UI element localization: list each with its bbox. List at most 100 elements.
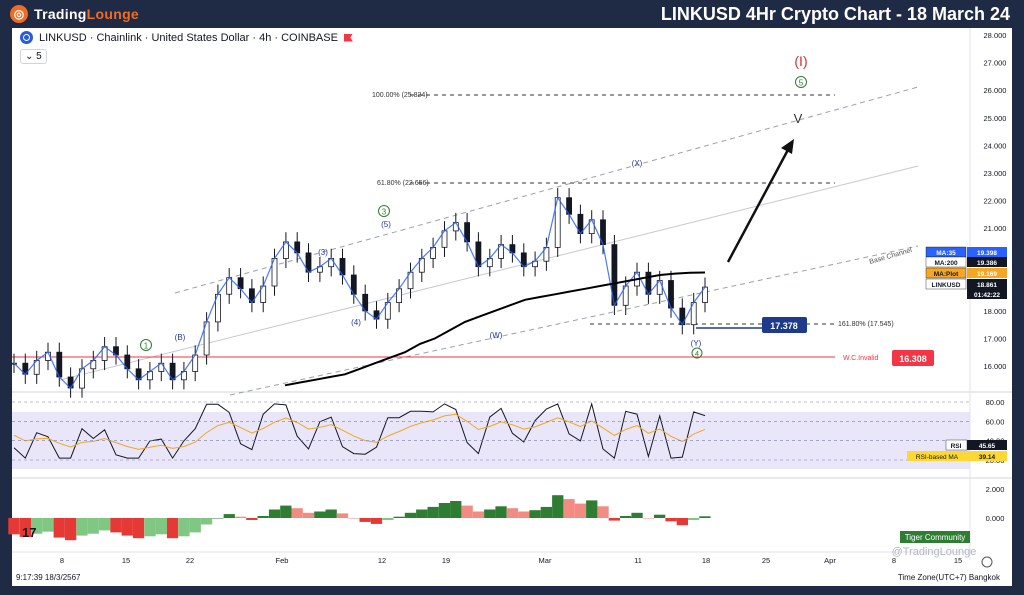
time-tick: 19 [442, 556, 450, 565]
macd-bar [99, 518, 111, 531]
time-tick: Apr [824, 556, 836, 565]
wave-label-4: 4 [695, 349, 699, 358]
macd-tick: 2.000 [986, 485, 1005, 494]
time-tick: 22 [186, 556, 194, 565]
macd-bar [484, 509, 496, 518]
macd-bar [336, 513, 349, 518]
macd-bar [416, 509, 428, 518]
macd-bar [200, 518, 213, 525]
rsi-tick: 80.00 [986, 398, 1005, 407]
macd-bar [574, 503, 586, 518]
timezone[interactable]: Time Zone(UTC+7) Bangkok [898, 573, 1001, 582]
channel-middle [59, 165, 919, 381]
fib-1618-label: 161.80% (17.545) [838, 321, 894, 328]
rsi-ma-value: 39.14 [979, 454, 996, 461]
macd-bar [699, 516, 711, 518]
price-tick: 28.000 [984, 31, 1007, 40]
macd-bar [608, 518, 620, 521]
symbol-text: LINKUSD · Chainlink · United States Doll… [39, 31, 338, 44]
brand-suffix: Lounge [86, 6, 140, 22]
macd-bar [676, 518, 688, 526]
wave-label-W: (W) [490, 331, 503, 340]
wave-label-1: 1 [144, 342, 149, 351]
chainlink-icon [20, 31, 33, 44]
legend-name: MA:Plot [934, 271, 959, 278]
macd-bar [189, 518, 201, 533]
macd-bar [166, 518, 179, 539]
indicator-toggle[interactable]: ⌄ 5 [20, 49, 47, 64]
legend-value-box [967, 247, 1007, 257]
settings-gear-icon[interactable] [981, 556, 993, 568]
macd-bar [257, 516, 269, 518]
macd-bar [76, 518, 88, 536]
indicator-count: 5 [36, 51, 42, 62]
macd-bar [529, 510, 541, 518]
chevron-down-icon: ⌄ [25, 51, 34, 62]
price-tick: 25.000 [984, 114, 1007, 123]
axes: 28.000 27.000 26.000 25.000 24.000 23.000 22.0… [12, 31, 1006, 565]
macd-bar [382, 518, 394, 520]
community-badge [900, 531, 970, 543]
target-box-label: 17.378 [770, 321, 798, 331]
macd-bar [280, 505, 292, 518]
page-title: LINKUSD 4Hr Crypto Chart - 18 March 24 [660, 4, 1010, 24]
rsi-tick: 60.00 [986, 417, 1005, 426]
flag-icon[interactable] [343, 33, 353, 42]
price-tick: 27.000 [984, 59, 1007, 68]
legend-name: MA:200 [934, 260, 958, 267]
macd-bar [597, 506, 609, 518]
legend-value-box [967, 279, 1007, 289]
macd-bar [688, 518, 700, 520]
macd-bar [631, 512, 643, 518]
wave-label-5: 5 [799, 79, 804, 88]
wave-circle-1 [140, 339, 152, 351]
wave-circle-4 [691, 347, 703, 359]
tradingview-logo-icon: 17 [22, 525, 36, 540]
macd-bar [110, 518, 122, 533]
legend: MA:35 19.398 MA:200 19.386 MA:Plot 19.169 LINK… [907, 246, 1007, 461]
target-box [762, 317, 807, 333]
price-series [11, 188, 708, 398]
macd-bar [642, 518, 654, 519]
macd-bar [359, 518, 371, 522]
channel-lower [229, 245, 919, 396]
legend-value-box [967, 268, 1007, 278]
price-tick: 17.000 [984, 334, 1007, 343]
macd-bar [155, 518, 167, 535]
rsi-value-box [967, 440, 1007, 450]
macd-bar [223, 514, 235, 518]
price-tick: 21.000 [984, 224, 1007, 233]
wave-label-V: V [794, 111, 803, 126]
time-tick: 12 [378, 556, 386, 565]
rsi-ma-name: RSI-based MA [916, 454, 959, 461]
title-bar: ◎ TradingLounge LINKUSD 4Hr Crypto Chart… [0, 0, 1024, 28]
ma35-line [13, 196, 706, 390]
rsi-name: RSI [951, 443, 962, 450]
legend-value-box [967, 289, 1007, 299]
macd-bar [144, 518, 156, 537]
brand-prefix: Trading [34, 6, 87, 22]
arrow-head-icon [781, 139, 794, 154]
legend-value: 18.861 [977, 282, 997, 289]
macd-bar [121, 518, 133, 536]
time-tick: 18 [702, 556, 710, 565]
rsi-value: 45.65 [979, 443, 996, 450]
macd-bar [65, 518, 77, 541]
legend-value-box [967, 257, 1007, 267]
wave-label-3-paren: (3) [318, 248, 328, 257]
rsi-series [13, 402, 706, 460]
macd-bar [31, 518, 43, 534]
logo-mark-icon: ◎ [10, 5, 28, 23]
macd-bar [427, 506, 439, 518]
symbol-bar[interactable]: LINKUSD · Chainlink · United States Doll… [20, 31, 353, 44]
time-tick: 8 [60, 556, 64, 565]
price-tick: 24.000 [984, 141, 1007, 150]
invalidation-label: W.C.Invalid [843, 355, 879, 362]
macd-bar [586, 500, 598, 518]
legend-value: 01:42:22 [974, 292, 1000, 299]
legend-value: 19.398 [977, 250, 997, 257]
macd-bar [291, 508, 303, 518]
macd-bar [665, 518, 677, 522]
legend-name-box [925, 256, 967, 268]
